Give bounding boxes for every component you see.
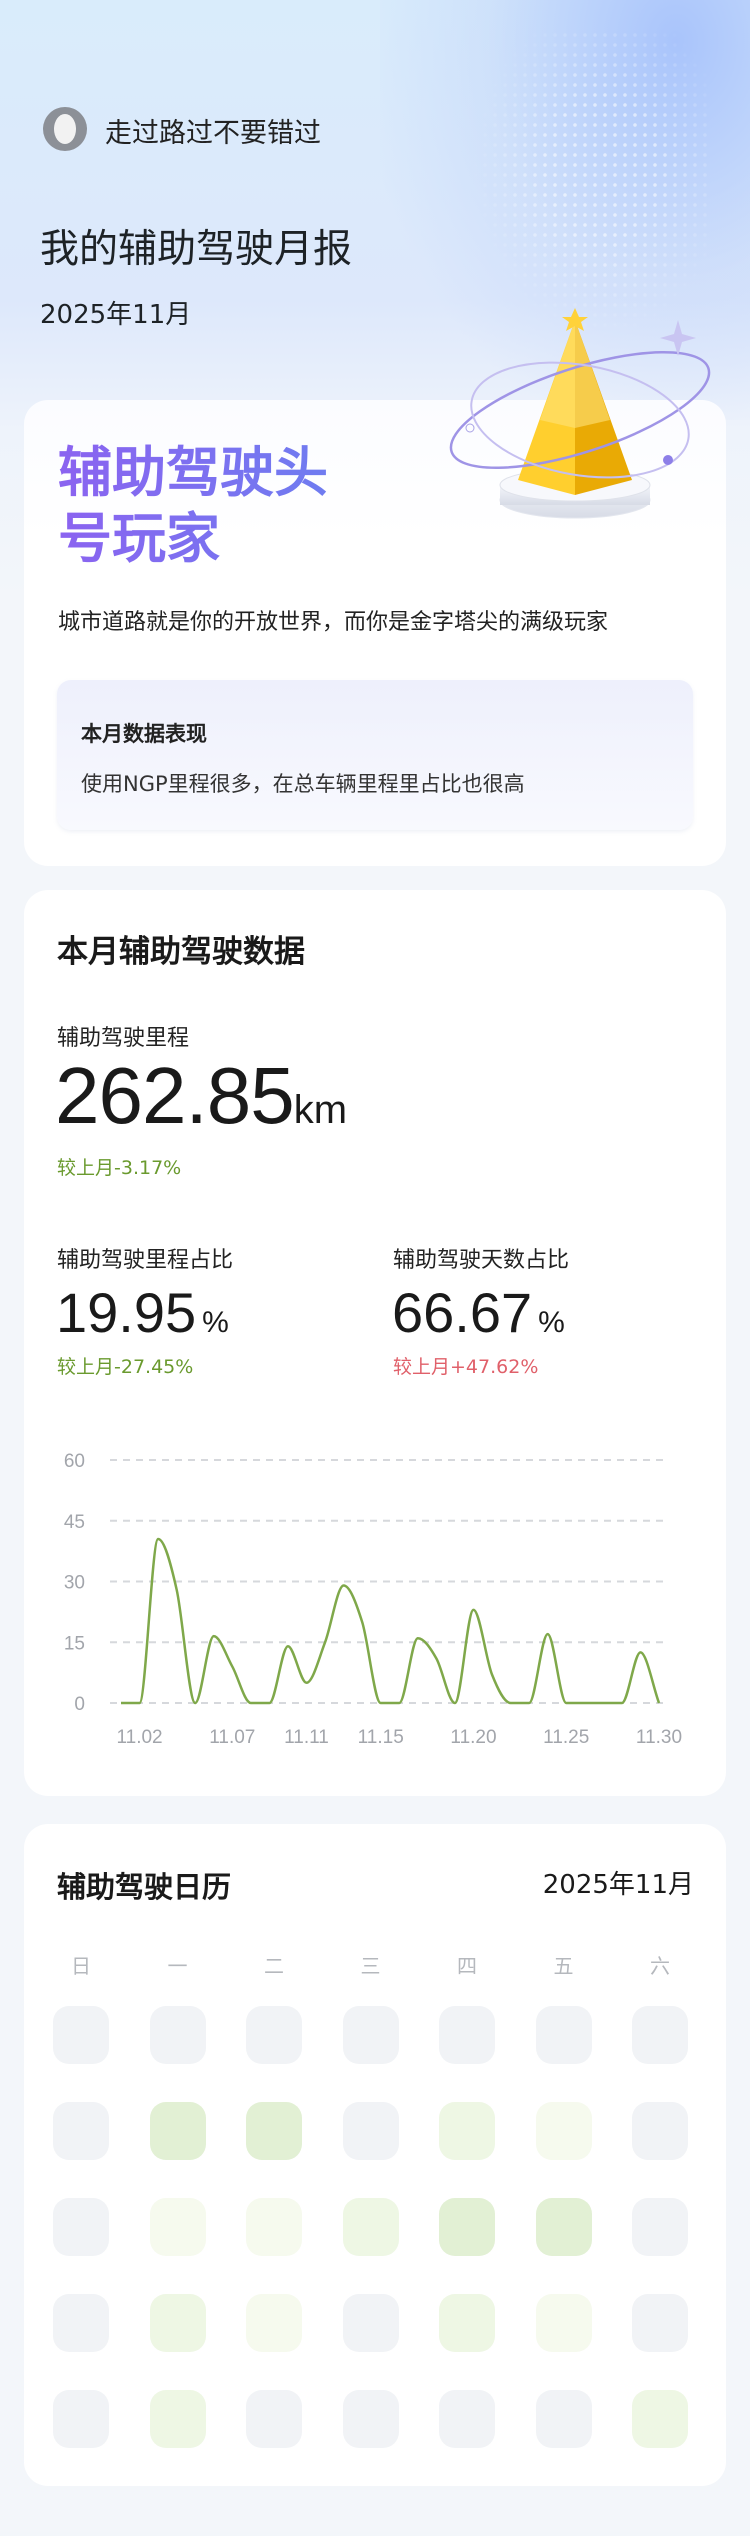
badge-slogan: 城市道路就是你的开放世界，而你是金字塔尖的满级玩家 [58,610,609,635]
mileage-ratio-change: 较上月-27.45% [57,1356,194,1378]
calendar-day-cell[interactable] [53,2006,109,2064]
stats-card: 本月辅助驾驶数据 辅助驾驶里程 262.85km 较上月-3.17% 辅助驾驶里… [24,890,726,1796]
calendar-day-cell[interactable] [149,2294,206,2352]
calendar-day-cell[interactable] [439,2102,495,2160]
calendar-day-cell[interactable] [149,2102,206,2160]
days-ratio-change: 较上月+47.62% [393,1356,539,1378]
calendar-day-cell[interactable] [439,2198,495,2256]
weekday-label: 四 [457,1954,477,1978]
days-ratio-value: 66.67% [392,1280,565,1345]
mileage-unit: km [293,1088,348,1132]
calendar-day-cell[interactable] [632,2390,688,2448]
calendar-day-cell[interactable] [632,2198,688,2256]
calendar-day-cell[interactable] [535,2390,592,2448]
mileage-change: 较上月-3.17% [57,1157,182,1179]
calendar-day-cell[interactable] [53,2198,109,2256]
y-tick-label: 15 [64,1633,85,1654]
days-ratio-label: 辅助驾驶天数占比 [393,1248,570,1273]
mileage-ratio-unit: % [202,1306,229,1339]
x-tick-label: 11.20 [450,1727,496,1748]
mileage-value: 262.85km [55,1050,347,1142]
calendar-day-cell[interactable] [632,2102,688,2160]
calendar-day-cell[interactable] [632,2006,688,2064]
mileage-ratio-value: 19.95% [56,1280,229,1345]
calendar-day-cell[interactable] [149,2006,206,2064]
calendar-day-cell[interactable] [53,2294,109,2352]
calendar-day-cell[interactable] [632,2294,688,2352]
calendar-month: 2025年11月 [542,1870,694,1900]
y-tick-label: 30 [64,1573,85,1594]
calendar-day-cell[interactable] [439,2390,495,2448]
y-tick-label: 45 [64,1512,85,1533]
performance-text: 使用NGP里程很多，在总车辆里程里占比也很高 [81,772,525,796]
calendar-title: 辅助驾驶日历 [57,1870,232,1904]
calendar-day-cell[interactable] [439,2294,495,2352]
weekday-label: 五 [553,1954,574,1978]
daily-mileage-chart: 0 15 30 45 60 11.02 11.07 11.11 11.15 11.20 11.25 1… [64,1451,682,1748]
x-tick-label: 11.11 [284,1727,329,1748]
calendar-day-cell[interactable] [246,2006,302,2064]
calendar-day-cell[interactable] [342,2294,399,2352]
calendar-day-cell[interactable] [53,2390,109,2448]
calendar-day-cell[interactable] [246,2390,302,2448]
calendar-day-cell[interactable] [149,2390,206,2448]
calendar-day-cell[interactable] [149,2198,206,2256]
badge-title-line1: 辅助驾驶头 [58,441,328,504]
calendar-day-cell[interactable] [53,2102,109,2160]
calendar-day-cell[interactable] [246,2102,302,2160]
calendar-day-cell[interactable] [246,2198,302,2256]
y-tick-label: 60 [64,1451,85,1472]
page-title: 我的辅助驾驶月报 [40,227,353,272]
weekday-label: 一 [167,1954,188,1978]
calendar-day-cell[interactable] [246,2294,302,2352]
header-dot-pattern [470,30,710,340]
calendar-day-cell[interactable] [439,2006,495,2064]
avatar[interactable] [43,107,87,151]
calendar-day-cell[interactable] [535,2294,592,2352]
gold-pyramid-trophy-icon [449,308,711,519]
calendar-day-cell[interactable] [535,2102,592,2160]
performance-heading: 本月数据表现 [81,722,207,746]
weekday-label: 六 [650,1954,670,1978]
badge-title-line2: 号玩家 [58,507,220,570]
user-name: 走过路过不要错过 [105,118,321,149]
calendar-card: 辅助驾驶日历 2025年11月 日 一 二 三 四 五 六 [24,1824,726,2486]
mileage-series-line [120,1537,661,1705]
report-date: 2025年11月 [40,300,192,330]
weekday-label: 三 [360,1954,381,1978]
calendar-day-cell[interactable] [342,2006,399,2064]
weekday-label: 二 [264,1954,284,1978]
mileage-label: 辅助驾驶里程 [57,1026,190,1051]
mileage-ratio-label: 辅助驾驶里程占比 [57,1248,234,1273]
calendar-day-cell[interactable] [342,2198,399,2256]
badge-title: 辅助驾驶头 号玩家 [58,440,328,572]
weekday-label: 日 [71,1954,91,1978]
x-tick-label: 11.25 [543,1727,589,1748]
x-tick-label: 11.07 [209,1727,255,1748]
y-tick-label: 0 [74,1694,85,1715]
calendar-day-cell[interactable] [535,2198,592,2256]
calendar-day-cell[interactable] [342,2390,399,2448]
mileage-ratio-number: 19.95 [56,1281,197,1344]
stats-title: 本月辅助驾驶数据 [57,934,305,970]
x-tick-label: 11.02 [116,1727,162,1748]
x-tick-label: 11.30 [636,1727,682,1748]
performance-box: 本月数据表现 使用NGP里程很多，在总车辆里程里占比也很高 [57,680,693,830]
x-tick-label: 11.15 [358,1727,404,1748]
calendar-day-cell[interactable] [342,2102,399,2160]
calendar-day-cell[interactable] [535,2006,592,2064]
days-ratio-number: 66.67 [392,1281,533,1344]
days-ratio-unit: % [538,1306,565,1339]
mileage-number: 262.85 [55,1051,295,1140]
